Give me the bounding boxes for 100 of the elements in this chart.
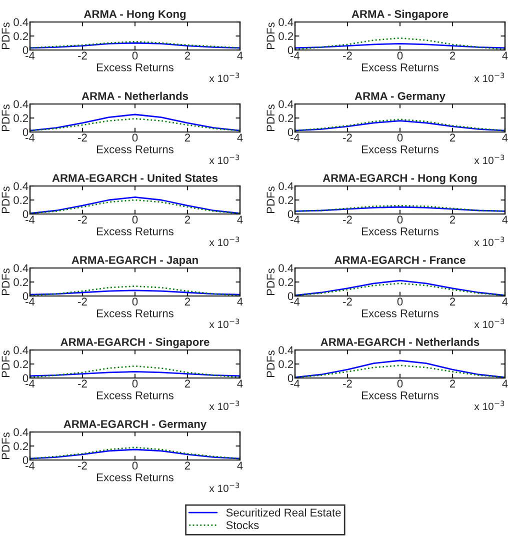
- x-axis-title: Excess Returns: [97, 392, 174, 400]
- y-tick-label: 0.2: [278, 32, 294, 40]
- x-tick-label: -2: [78, 52, 87, 60]
- text: x 10$^{−3}$: [209, 236, 240, 246]
- text: x 10$^{−3}$: [474, 318, 504, 328]
- x-tick-label: -2: [78, 298, 87, 306]
- x-tick-label: 2: [450, 134, 456, 142]
- x-axis-title: Excess Returns: [97, 310, 174, 318]
- text: x 10$^{−3}$: [209, 400, 240, 410]
- chart-title: ARMA - Netherlands: [82, 92, 188, 100]
- y-tick-label: 0.4: [14, 100, 28, 108]
- x-tick-label: 0: [397, 216, 403, 224]
- y-axis-title: PDFs: [266, 186, 275, 213]
- x-tick-label: 4: [237, 298, 243, 306]
- x-tick-label: 2: [450, 298, 456, 306]
- y-tick-label: 0.2: [14, 278, 28, 286]
- text: x 10$^{−3}$: [209, 72, 240, 82]
- x-tick-label: 0: [397, 380, 403, 388]
- x-tick-label: -2: [78, 216, 87, 224]
- y-tick-label: 0.4: [14, 346, 28, 354]
- x-tick-label: 2: [184, 216, 190, 224]
- y-tick-label: 0.2: [14, 196, 28, 204]
- x-axis-title: Excess Returns: [97, 64, 174, 72]
- text: x 10$^{−3}$: [474, 236, 504, 246]
- x-tick-label: -2: [343, 52, 352, 60]
- x-tick-label: -2: [343, 134, 352, 142]
- legend-label: Stocks: [226, 520, 259, 530]
- x-tick-label: 4: [237, 380, 243, 388]
- x-tick-label: 2: [184, 380, 190, 388]
- x-axis-title: Excess Returns: [362, 64, 439, 72]
- y-tick-label: 0.2: [278, 114, 294, 122]
- legend-label: Securitized Real Estate: [226, 508, 341, 517]
- y-tick-label: 0.2: [278, 360, 294, 368]
- x-tick-label: 2: [184, 52, 190, 60]
- text: x 10$^{−3}$: [209, 318, 240, 328]
- chart-title: ARMA-EGARCH - Germany: [64, 420, 207, 430]
- x-tick-label: 4: [237, 134, 243, 142]
- y-axis-title: PDFs: [266, 22, 275, 49]
- x-tick-label: 0: [132, 134, 138, 142]
- x-tick-label: 0: [132, 216, 138, 224]
- chart-title: ARMA - Germany: [354, 92, 446, 102]
- y-axis-title: PDFs: [2, 104, 10, 131]
- y-axis-title: PDFs: [266, 104, 275, 131]
- x-tick-label: 4: [502, 298, 508, 306]
- y-tick-label: 0.2: [14, 360, 28, 368]
- y-axis-title: PDFs: [266, 268, 275, 295]
- x-tick-label: 2: [450, 380, 456, 388]
- x-tick-label: 4: [502, 52, 508, 60]
- x-tick-label: -2: [78, 462, 87, 470]
- x-axis-title: Excess Returns: [97, 474, 174, 482]
- x-axis-title: Excess Returns: [362, 146, 439, 154]
- y-tick-label: 0.4: [278, 182, 294, 190]
- y-axis-title: PDFs: [266, 350, 275, 377]
- chart-title: ARMA-EGARCH - Netherlands: [320, 338, 480, 346]
- y-tick-label: 0.4: [278, 264, 294, 272]
- text: x 10$^{−3}$: [474, 72, 504, 82]
- x-axis-title: Excess Returns: [362, 392, 439, 400]
- x-tick-label: 4: [502, 380, 508, 388]
- x-tick-label: 0: [397, 52, 403, 60]
- x-tick-label: 4: [237, 52, 243, 60]
- x-tick-label: 4: [502, 134, 508, 142]
- x-tick-label: -2: [78, 134, 87, 142]
- text: x 10$^{−3}$: [474, 154, 504, 164]
- text: x 10$^{−3}$: [209, 154, 240, 164]
- y-tick-label: 0.2: [14, 442, 28, 450]
- y-tick-label: 0.2: [278, 196, 294, 204]
- x-tick-label: 4: [237, 462, 243, 470]
- x-axis-title: Excess Returns: [362, 228, 439, 236]
- x-tick-label: 2: [184, 298, 190, 306]
- y-axis-title: PDFs: [2, 268, 10, 295]
- y-tick-label: 0.4: [14, 428, 28, 436]
- chart-title: ARMA - Singapore: [352, 10, 448, 20]
- y-axis-title: PDFs: [2, 350, 10, 377]
- y-tick-label: 0.2: [14, 114, 28, 122]
- x-tick-label: -2: [343, 216, 352, 224]
- x-tick-label: -2: [343, 380, 352, 388]
- y-tick-label: 0.4: [278, 346, 294, 354]
- y-tick-label: 0.2: [14, 32, 28, 40]
- y-axis-title: PDFs: [2, 186, 10, 213]
- y-tick-label: 0.4: [278, 100, 294, 108]
- text: x 10$^{−3}$: [209, 482, 240, 492]
- x-tick-label: -2: [343, 298, 352, 306]
- y-tick-label: 0.4: [14, 18, 28, 26]
- x-tick-label: 0: [132, 380, 138, 388]
- y-axis-title: PDFs: [2, 432, 10, 459]
- x-tick-label: 0: [397, 134, 403, 142]
- x-axis-title: Excess Returns: [362, 310, 439, 318]
- chart-title: ARMA-EGARCH - Japan: [72, 256, 198, 266]
- chart-title: ARMA-EGARCH - United States: [52, 174, 218, 182]
- x-tick-label: 2: [184, 134, 190, 142]
- chart-title: ARMA-EGARCH - France: [334, 256, 466, 264]
- y-tick-label: 0.4: [278, 18, 294, 26]
- x-tick-label: 0: [132, 462, 138, 470]
- x-tick-label: 2: [184, 462, 190, 470]
- y-tick-label: 0.2: [278, 278, 294, 286]
- x-tick-label: -2: [78, 380, 87, 388]
- x-tick-label: 0: [132, 298, 138, 306]
- x-tick-label: 2: [450, 216, 456, 224]
- x-tick-label: 0: [132, 52, 138, 60]
- y-tick-label: 0.4: [14, 182, 28, 190]
